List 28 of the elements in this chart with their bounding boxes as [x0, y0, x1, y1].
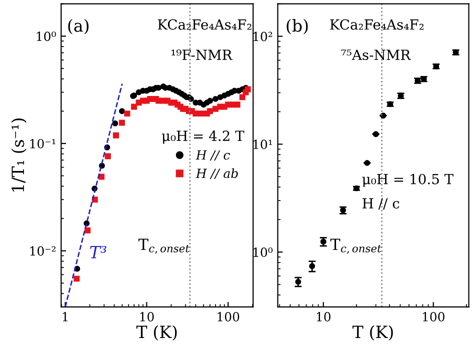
y-axis-title: 1/T₁ (s⁻¹)	[11, 118, 27, 192]
x-tick-label: 1	[62, 312, 68, 322]
x-tick-label: 100	[218, 312, 240, 322]
annotation: H // c	[362, 198, 400, 210]
x-tick-label: 100	[422, 312, 444, 322]
y-tick-label: 10⁻¹	[30, 138, 56, 148]
annotation: KCa₂Fe₄As₄F₂	[158, 19, 252, 30]
x-tick-label: 10	[316, 312, 330, 322]
ref-line-label: T$_{c,onset}$	[138, 238, 190, 254]
annotation: ⁷⁵As-NMR	[341, 50, 411, 60]
annotation: (a)	[68, 18, 89, 34]
x-axis-title: T (K)	[352, 325, 393, 341]
annotation: ¹⁹F-NMR	[172, 50, 233, 60]
annotation: KCa₂Fe₄As₄F₂	[330, 19, 424, 30]
annotation: μ₀H = 10.5 T	[362, 174, 454, 188]
legend-label: H // c	[196, 150, 230, 161]
annotation: (b)	[286, 18, 308, 34]
y-tick-label: 10¹	[254, 140, 272, 150]
legend-label: H // ab	[196, 168, 238, 180]
y-tick-label: 10⁻²	[30, 246, 56, 256]
series-label: T³	[90, 246, 106, 258]
legend-title: μ₀H = 4.2 T	[162, 130, 244, 144]
y-tick-label: 10⁰	[36, 32, 56, 42]
y-tick-label: 10²	[254, 32, 272, 42]
x-tick-label: 10	[140, 312, 154, 322]
y-tick-label: 10⁰	[254, 248, 273, 257]
x-axis-title: T (K)	[136, 325, 177, 341]
ref-line-label: T$_{c,onset}$	[330, 238, 382, 254]
